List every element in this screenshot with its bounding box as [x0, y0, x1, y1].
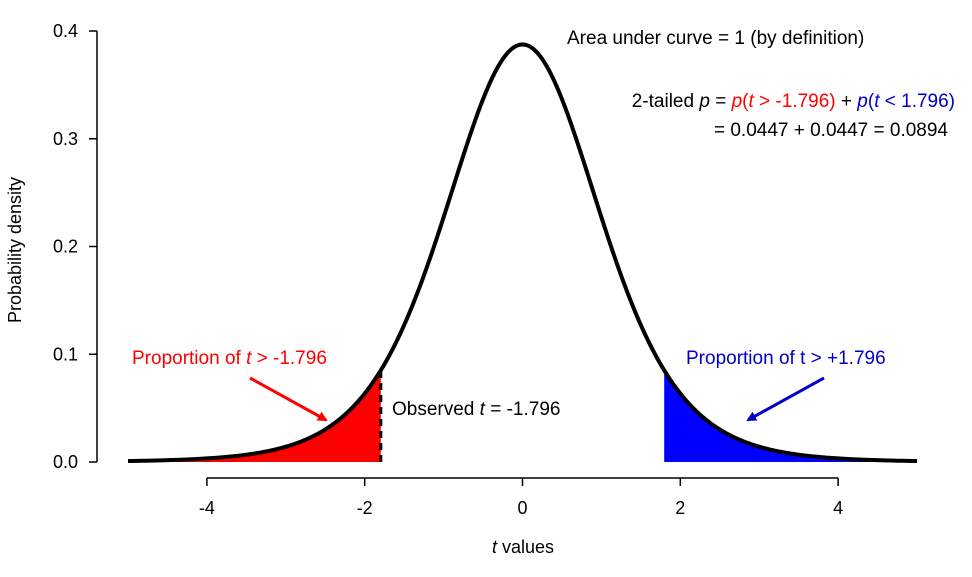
observed-t-label: Observed t = -1.796 [392, 399, 560, 420]
x-axis: -4 -2 0 2 4 [199, 477, 843, 518]
y-axis-title: Probability density [5, 177, 25, 323]
x-tick-label: 4 [833, 498, 843, 518]
x-tick-label: -2 [357, 498, 373, 518]
y-tick-label: 0.1 [53, 344, 78, 364]
two-tailed-p-values: = 0.0447 + 0.0447 = 0.0894 [714, 120, 948, 141]
left-tail-arrow [249, 376, 328, 422]
x-tick-label: 2 [675, 498, 685, 518]
density-curve [127, 42, 918, 464]
y-tick-label: 0.0 [53, 452, 78, 472]
y-tick-label: 0.3 [53, 129, 78, 149]
x-tick-label: 0 [517, 498, 527, 518]
area-annotation: Area under curve = 1 (by definition) [567, 28, 864, 49]
y-tick-label: 0.4 [53, 21, 78, 41]
left-tail-area [128, 370, 381, 462]
two-tailed-p-annotation: 2-tailed p = p(t > -1.796) + p(t < 1.796… [632, 91, 955, 112]
y-tick-label: 0.2 [53, 237, 78, 257]
right-tail-area [664, 370, 917, 462]
right-tail-arrow [746, 376, 825, 422]
left-tail-label: Proportion of t > -1.796 [132, 348, 327, 369]
x-axis-title: t values [492, 537, 554, 557]
x-tick-label: -4 [199, 498, 215, 518]
right-tail-label: Proportion of t > +1.796 [686, 348, 886, 369]
y-axis: 0.0 0.1 0.2 0.3 0.4 [53, 21, 98, 472]
